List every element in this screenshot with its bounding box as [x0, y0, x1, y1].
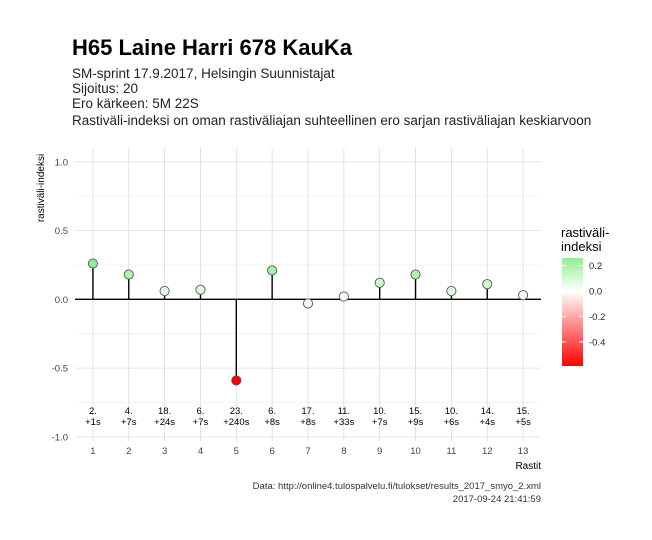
point-label-time: +33s — [333, 417, 354, 428]
data-point — [231, 375, 242, 386]
point-label-time: +7s — [121, 417, 137, 428]
point-label-time: +7s — [372, 417, 388, 428]
x-tick-label: 10 — [410, 446, 421, 457]
data-point — [87, 258, 98, 269]
point-label-time: +24s — [154, 417, 175, 428]
color-legend: rastiväli- indeksi 0.2 0.0 -0.2 -0.4 — [561, 225, 609, 366]
point-label-rank: 23. — [230, 406, 243, 417]
data-points — [87, 258, 529, 386]
y-axis-title: rastiväli-indeksi — [36, 154, 47, 222]
data-point — [195, 284, 206, 295]
point-label-time: +9s — [408, 417, 424, 428]
subtitle-gap: Ero kärkeen: 5M 22S — [72, 96, 199, 111]
x-tick-label: 7 — [305, 446, 310, 457]
point-label-rank: 17. — [301, 406, 314, 417]
point-label-rank: 4. — [125, 406, 133, 417]
x-axis-title: Rastit — [515, 461, 541, 472]
legend-tick-label: -0.2 — [589, 312, 605, 323]
x-tick-label: 2 — [126, 446, 131, 457]
legend-tick-label: 0.0 — [589, 287, 602, 298]
legend-ticks: 0.2 0.0 -0.2 -0.4 — [562, 261, 605, 348]
point-label-time: +8s — [300, 417, 316, 428]
legend-tick-label: 0.2 — [589, 261, 602, 272]
subtitle-description: Rastiväli-indeksi on oman rastiväliajan … — [72, 113, 591, 128]
y-tick-label: -0.5 — [52, 364, 68, 375]
point-label-rank: 10. — [445, 406, 458, 417]
x-tick-label: 6 — [270, 446, 275, 457]
legend-colorbar — [562, 258, 583, 366]
data-point — [374, 277, 385, 288]
point-label-rank: 18. — [158, 406, 171, 417]
point-label-rank: 6. — [196, 406, 204, 417]
data-point — [482, 279, 493, 290]
point-label-time: +4s — [479, 417, 495, 428]
y-tick-label: 0.5 — [55, 226, 68, 237]
point-label-time: +240s — [223, 417, 249, 428]
legend-title-line2: indeksi — [561, 239, 602, 254]
data-point — [446, 286, 457, 297]
point-labels: 2.+1s4.+7s18.+24s6.+7s23.+240s6.+8s17.+8… — [85, 406, 531, 428]
point-label-time: +5s — [515, 417, 531, 428]
point-label-rank: 6. — [268, 406, 276, 417]
point-label-time: +1s — [85, 417, 101, 428]
x-tick-label: 13 — [518, 446, 529, 457]
legend-title-line1: rastiväli- — [561, 225, 609, 240]
timestamp-caption: 2017-09-24 21:41:59 — [453, 494, 541, 505]
data-point — [338, 291, 349, 302]
y-tick-label: -1.0 — [52, 432, 68, 443]
y-tick-label: 1.0 — [55, 157, 68, 168]
y-tick-label: 0.0 — [55, 295, 68, 306]
data-point — [159, 286, 170, 297]
chart-title: H65 Laine Harri 678 KauKa — [72, 35, 353, 60]
point-label-rank: 15. — [409, 406, 422, 417]
data-point — [302, 298, 314, 309]
x-tick-label: 4 — [198, 446, 203, 457]
point-label-rank: 14. — [481, 406, 494, 417]
point-label-rank: 11. — [338, 406, 351, 417]
point-label-time: +8s — [264, 417, 280, 428]
subtitle-placing: Sijoitus: 20 — [72, 81, 138, 96]
subtitle-event: SM-sprint 17.9.2017, Helsingin Suunnista… — [72, 66, 335, 81]
point-label-time: +7s — [193, 417, 209, 428]
x-tick-label: 11 — [446, 446, 456, 457]
x-tick-label: 9 — [377, 446, 382, 457]
legend-tick-label: -0.4 — [589, 337, 605, 348]
data-point — [518, 290, 529, 301]
point-label-rank: 10. — [373, 406, 386, 417]
point-label-rank: 2. — [89, 406, 97, 417]
x-tick-label: 1 — [90, 446, 95, 457]
x-tick-label: 12 — [482, 446, 493, 457]
data-source-caption: Data: http://online4.tulospalvelu.fi/tul… — [253, 481, 541, 492]
data-point — [267, 265, 278, 276]
point-label-rank: 15. — [516, 406, 529, 417]
data-point — [410, 269, 421, 280]
data-point — [123, 269, 134, 280]
x-tick-label: 8 — [341, 446, 346, 457]
x-tick-label: 3 — [162, 446, 167, 457]
point-label-time: +6s — [444, 417, 460, 428]
x-tick-label: 5 — [234, 446, 239, 457]
